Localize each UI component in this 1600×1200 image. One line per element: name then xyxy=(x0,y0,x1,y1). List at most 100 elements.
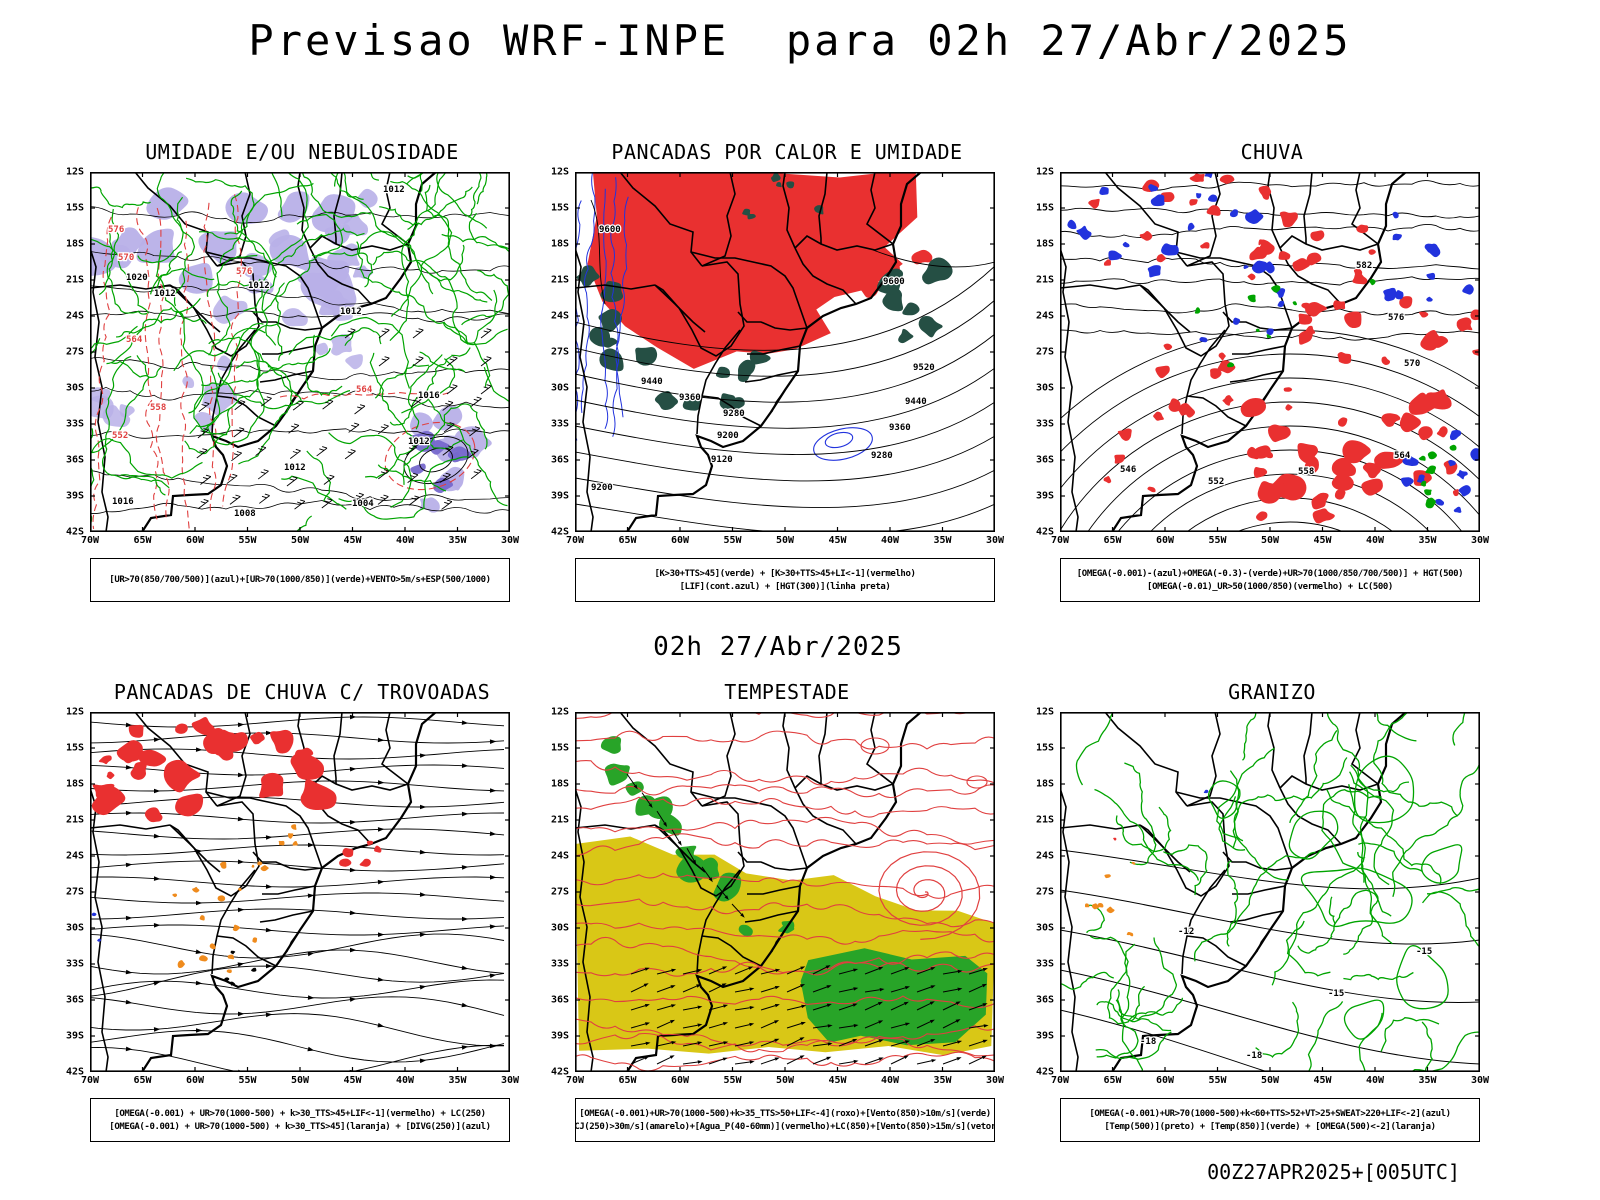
lat-tick-label: 18S xyxy=(1035,238,1054,250)
lat-tick-label: 21S xyxy=(1035,274,1054,286)
lat-tick-label: 15S xyxy=(1035,742,1054,754)
lon-tick-label: 35W xyxy=(933,535,952,546)
lon-tick-label: 55W xyxy=(1208,1075,1227,1086)
map-graphics xyxy=(90,712,505,1072)
lon-tick-label: 60W xyxy=(185,535,205,546)
panel-granizo: GRANIZO 12S 15S 18S 21S 24S 27S 30S 33S 36S 39S 42… xyxy=(1028,680,1489,1142)
map-pancadas-calor: 9600 9600 9440 9360 9280 9200 9120 9520 9440 9360… xyxy=(575,172,995,532)
legend-box: [OMEGA(-0.001)+UR>70(1000-500)+k<60+TTS>… xyxy=(1060,1098,1480,1142)
lat-tick-label: 18S xyxy=(1035,778,1054,790)
svg-text:9360: 9360 xyxy=(679,393,701,403)
legend-line: [CJ(250)>30m/s](amarelo)+[Agua_P(40-60mm… xyxy=(575,1121,995,1132)
map-graphics xyxy=(575,712,995,1072)
lon-tick-label: 65W xyxy=(133,535,152,546)
lat-tick-label: 33S xyxy=(1035,418,1054,430)
svg-text:1012: 1012 xyxy=(383,185,405,195)
svg-text:576: 576 xyxy=(236,267,252,277)
lat-tick-label: 15S xyxy=(1035,202,1054,214)
lon-tick-label: 50W xyxy=(775,1075,795,1086)
lat-tick-label: 21S xyxy=(65,814,84,826)
svg-text:570: 570 xyxy=(118,253,134,263)
lat-tick-label: 12S xyxy=(65,706,84,718)
map-trovoadas xyxy=(90,712,510,1072)
lat-tick-label: 12S xyxy=(65,166,84,178)
legend-line: [OMEGA(-0.01)_UR>50(1000/850)(vermelho) … xyxy=(1147,581,1393,592)
lat-tick-label: 27S xyxy=(1035,346,1054,358)
lat-tick-label: 39S xyxy=(1035,490,1054,502)
lon-tick-label: 45W xyxy=(343,535,362,546)
subtitle-datetime: 02h 27/Abr/2025 xyxy=(653,632,903,662)
svg-text:9440: 9440 xyxy=(641,377,663,387)
lat-tick-label: 15S xyxy=(550,742,569,754)
lat-tick-label: 30S xyxy=(1035,922,1054,934)
svg-text:582: 582 xyxy=(1356,261,1372,271)
lon-axis: 70W 65W 60W 55W 50W 45W 40W 35W 30W xyxy=(1051,532,1489,548)
lon-tick-label: 35W xyxy=(1418,1075,1437,1086)
svg-text:9280: 9280 xyxy=(723,409,745,419)
panel-umidade: UMIDADE E/OU NEBULOSIDADE 12S 15S 18S 21S 24… xyxy=(58,140,519,602)
legend-line: [OMEGA(-0.001) + UR>70(1000-500) + k>30_… xyxy=(109,1121,491,1132)
panel-title: UMIDADE E/OU NEBULOSIDADE xyxy=(145,140,459,164)
svg-text:9440: 9440 xyxy=(905,397,927,407)
map-area: 12S 15S 18S 21S 24S 27S 30S 33S 36S 39S 42S 582 576… xyxy=(1028,167,1489,550)
lon-tick-label: 45W xyxy=(828,535,847,546)
svg-text:9520: 9520 xyxy=(913,363,935,373)
lon-tick-label: 30W xyxy=(985,1075,1005,1086)
svg-text:546: 546 xyxy=(1120,465,1136,475)
lon-tick-label: 55W xyxy=(1208,535,1227,546)
svg-text:9200: 9200 xyxy=(591,483,613,493)
lon-tick-label: 65W xyxy=(133,1075,152,1086)
svg-text:552: 552 xyxy=(1208,477,1224,487)
legend-box: [OMEGA(-0.001)-(azul)+OMEGA(-0.3)-(verde… xyxy=(1060,558,1480,602)
map-area: 12S 15S 18S 21S 24S 27S 30S 33S 36S 39S 42S 70W 65W… xyxy=(543,707,1005,1090)
lon-tick-label: 45W xyxy=(1313,535,1332,546)
lon-tick-label: 60W xyxy=(670,535,690,546)
lon-tick-label: 60W xyxy=(185,1075,205,1086)
lat-tick-label: 33S xyxy=(550,418,569,430)
legend-box: [OMEGA(-0.001) + UR>70(1000-500) + k>30_… xyxy=(90,1098,510,1142)
lat-tick-label: 15S xyxy=(550,202,569,214)
lon-tick-label: 40W xyxy=(880,535,900,546)
panel-title: GRANIZO xyxy=(1228,680,1316,704)
svg-text:1012: 1012 xyxy=(408,437,430,447)
lat-axis: 12S 15S 18S 21S 24S 27S 30S 33S 36S 39S 42S xyxy=(543,707,572,1078)
lat-tick-label: 15S xyxy=(65,742,84,754)
legend-line: [Temp(500)](preto) + [Temp(850)](verde) … xyxy=(1104,1121,1436,1132)
lon-tick-label: 60W xyxy=(1155,535,1175,546)
svg-text:9360: 9360 xyxy=(889,423,911,433)
lat-axis: 12S 15S 18S 21S 24S 27S 30S 33S 36S 39S 42S xyxy=(58,707,87,1078)
svg-text:-18: -18 xyxy=(1140,1037,1156,1047)
lat-tick-label: 24S xyxy=(1035,850,1054,862)
lon-tick-label: 70W xyxy=(1050,1075,1070,1086)
lat-tick-label: 30S xyxy=(550,922,569,934)
svg-text:-18: -18 xyxy=(1246,1051,1262,1061)
lat-tick-label: 27S xyxy=(65,886,84,898)
svg-text:1008: 1008 xyxy=(234,509,256,519)
lon-tick-label: 35W xyxy=(1418,535,1437,546)
map-area: 12S 15S 18S 21S 24S 27S 30S 33S 36S 39S 42S 70W 65W… xyxy=(58,707,520,1090)
lat-tick-label: 18S xyxy=(550,238,569,250)
lon-tick-label: 65W xyxy=(1103,1075,1122,1086)
lat-tick-label: 42S xyxy=(65,1066,84,1078)
panel-pancadas-calor: PANCADAS POR CALOR E UMIDADE 12S 15S 18S 21… xyxy=(543,140,1004,602)
lon-tick-label: 50W xyxy=(1260,1075,1280,1086)
lat-tick-label: 33S xyxy=(65,418,84,430)
map-area: 12S 15S 18S 21S 24S 27S 30S 33S 36S 39S 42S 1012 10… xyxy=(58,167,519,550)
lat-tick-label: 39S xyxy=(65,490,84,502)
lon-tick-label: 40W xyxy=(395,535,415,546)
svg-text:1016: 1016 xyxy=(112,497,134,507)
lon-tick-label: 35W xyxy=(933,1075,952,1086)
lon-tick-label: 30W xyxy=(500,1075,520,1086)
lat-tick-label: 18S xyxy=(550,778,569,790)
lat-tick-label: 27S xyxy=(550,346,569,358)
lat-tick-label: 36S xyxy=(550,994,569,1006)
map-umidade: 1012 1020 1012 1012 1012 1016 1012 1016 1008 1004… xyxy=(90,172,510,532)
lat-tick-label: 42S xyxy=(1035,1066,1054,1078)
lat-tick-label: 36S xyxy=(1035,994,1054,1006)
svg-text:9600: 9600 xyxy=(599,225,621,235)
lat-tick-label: 33S xyxy=(1035,958,1054,970)
legend-line: [OMEGA(-0.001)+UR>70(1000-500)+k<60+TTS>… xyxy=(1089,1108,1451,1119)
legend-line: [OMEGA(-0.001) + UR>70(1000-500) + k>30_… xyxy=(114,1108,486,1119)
lat-tick-label: 27S xyxy=(65,346,84,358)
lat-tick-label: 39S xyxy=(550,490,569,502)
